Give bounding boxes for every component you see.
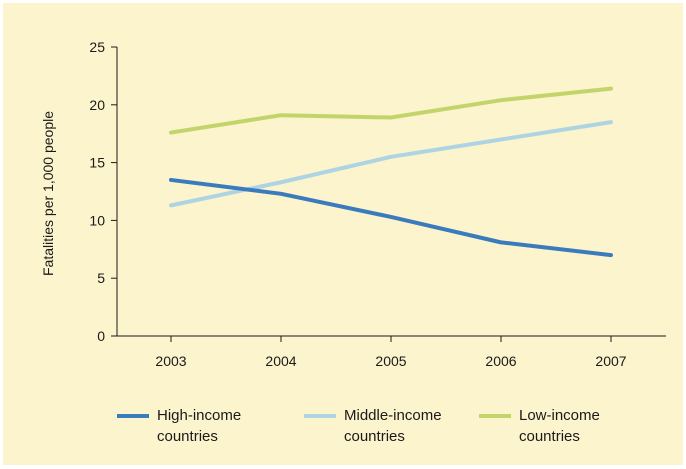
legend-label-middle-income: Middle-income countries xyxy=(344,405,464,447)
series-lines xyxy=(169,86,613,258)
chart-figure: 0 5 10 15 20 25 2003 2004 2005 2006 2007 Fatalitie… xyxy=(3,3,683,465)
y-tick-label: 10 xyxy=(89,212,105,228)
x-tick-label: 2003 xyxy=(155,353,186,369)
y-tick-label: 25 xyxy=(89,39,105,55)
x-tick-label: 2007 xyxy=(595,353,626,369)
legend-label-line2: countries xyxy=(344,428,405,445)
legend-label-line1: Middle-income xyxy=(344,407,442,424)
tick-labels: 0 5 10 15 20 25 2003 2004 2005 2006 2007 xyxy=(89,39,626,369)
legend-swatch-low-income xyxy=(479,414,511,418)
line-chart: 0 5 10 15 20 25 2003 2004 2005 2006 2007 Fatalitie… xyxy=(40,39,666,369)
legend: High-income countries Middle-income coun… xyxy=(3,397,683,457)
x-tick-label: 2006 xyxy=(485,353,516,369)
y-tick-label: 20 xyxy=(89,97,105,113)
y-tick-label: 0 xyxy=(97,328,105,344)
legend-label-line2: countries xyxy=(157,428,218,445)
legend-swatch-high-income xyxy=(117,414,149,418)
x-tick-label: 2004 xyxy=(265,353,296,369)
y-tick-label: 5 xyxy=(97,270,105,286)
series-line-low-income-countries xyxy=(169,86,613,135)
y-axis-title: Fatalities per 1,000 people xyxy=(40,111,56,276)
legend-swatch-middle-income xyxy=(304,414,336,418)
x-tick-label: 2005 xyxy=(375,353,406,369)
series-line-high-income-countries xyxy=(169,177,613,258)
legend-label-line2: countries xyxy=(519,428,580,445)
legend-label-line1: Low-income xyxy=(519,407,600,424)
axes xyxy=(111,46,666,342)
legend-label-high-income: High-income countries xyxy=(157,405,277,447)
y-tick-label: 15 xyxy=(89,155,105,171)
legend-label-line1: High-income xyxy=(157,407,242,424)
legend-label-low-income: Low-income countries xyxy=(519,405,639,447)
series-line-middle-income-countries xyxy=(169,120,613,208)
